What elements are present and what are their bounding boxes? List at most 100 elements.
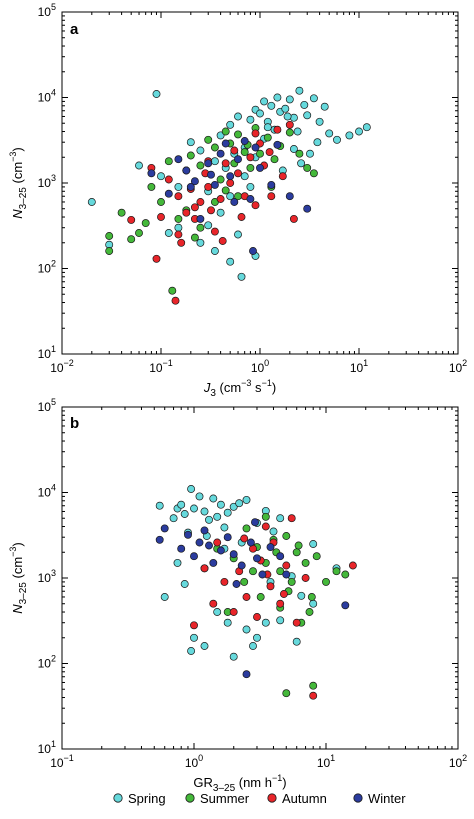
data-point-spring — [281, 104, 290, 113]
data-point-spring — [220, 523, 229, 532]
data-point-summer — [117, 208, 126, 217]
data-point-spring — [256, 109, 264, 118]
data-point-winter — [207, 170, 215, 179]
data-point-winter — [155, 535, 164, 544]
x-axis-label: J3 (cm−3 s−1) — [203, 378, 276, 399]
legend-marker-spring — [113, 793, 123, 803]
x-axis-label: GR3–25 (nm h−1) — [193, 773, 286, 794]
data-point-spring — [269, 527, 278, 536]
data-point-spring — [285, 95, 294, 104]
data-point-autumn — [152, 254, 161, 263]
data-point-autumn — [220, 577, 229, 586]
data-point-summer — [292, 548, 301, 557]
y-tick-label: 103 — [38, 173, 56, 190]
data-point-spring — [160, 593, 169, 601]
data-point-spring — [87, 198, 96, 206]
y-tick-label: 104 — [38, 88, 56, 105]
data-point-winter — [223, 533, 232, 542]
data-point-spring — [155, 501, 164, 510]
data-point-spring — [276, 514, 285, 523]
data-point-summer — [256, 593, 265, 601]
data-point-summer — [240, 148, 249, 157]
data-point-winter — [230, 198, 239, 206]
data-point-spring — [223, 618, 232, 627]
data-point-winter — [216, 149, 225, 158]
data-point-spring — [303, 111, 312, 120]
y-tick-label: 102 — [38, 259, 56, 276]
data-point-spring — [209, 494, 218, 503]
data-point-autumn — [190, 203, 199, 212]
data-point-spring — [196, 238, 205, 247]
data-point-spring — [300, 100, 309, 109]
data-point-autumn — [174, 192, 183, 201]
data-point-summer — [196, 161, 205, 170]
data-point-spring — [234, 112, 242, 121]
data-point-summer — [240, 577, 249, 586]
data-point-summer — [294, 541, 303, 550]
data-point-summer — [234, 130, 242, 139]
data-point-autumn — [182, 208, 191, 217]
data-point-spring — [177, 500, 186, 509]
data-point-summer — [168, 286, 177, 295]
data-point-autumn — [309, 691, 318, 700]
data-point-spring — [355, 127, 363, 136]
series-winter — [155, 518, 350, 679]
data-point-spring — [235, 499, 244, 508]
data-point-autumn — [157, 213, 165, 221]
data-point-summer — [256, 149, 264, 158]
data-point-spring — [273, 93, 282, 102]
data-point-spring — [292, 637, 301, 646]
data-point-winter — [285, 192, 294, 201]
data-point-spring — [229, 652, 238, 661]
data-point-autumn — [204, 182, 213, 191]
data-point-winter — [216, 546, 225, 555]
data-point-autumn — [285, 120, 294, 129]
y-tick-label: 105 — [38, 397, 56, 414]
data-point-spring — [253, 633, 261, 642]
data-point-spring — [223, 508, 232, 517]
data-point-autumn — [190, 621, 198, 630]
data-point-spring — [205, 515, 213, 524]
data-point-winter — [174, 155, 183, 164]
data-point-winter — [249, 247, 257, 255]
data-point-summer — [190, 233, 199, 242]
data-point-autumn — [287, 514, 296, 523]
data-point-spring — [216, 500, 225, 509]
data-point-winter — [221, 139, 230, 148]
data-point-spring — [135, 161, 143, 170]
data-point-summer — [246, 163, 255, 172]
data-point-spring — [293, 127, 302, 136]
data-point-spring — [267, 101, 276, 110]
data-point-spring — [283, 112, 292, 121]
panel-letter: a — [70, 21, 79, 38]
data-point-summer — [174, 214, 183, 223]
data-point-autumn — [282, 561, 291, 570]
data-point-autumn — [265, 148, 274, 157]
data-point-spring — [164, 229, 173, 237]
data-point-winter — [190, 552, 198, 561]
legend-label-autumn: Autumn — [282, 791, 327, 806]
data-point-autumn — [273, 125, 282, 134]
data-point-autumn — [200, 564, 209, 573]
data-point-spring — [196, 146, 205, 155]
data-point-winter — [184, 530, 192, 539]
data-point-winter — [246, 195, 255, 203]
data-point-spring — [320, 102, 329, 111]
data-point-spring — [246, 115, 255, 124]
data-point-summer — [242, 524, 251, 533]
x-tick-label: 10−2 — [50, 358, 74, 375]
data-point-summer — [270, 155, 279, 164]
data-point-summer — [301, 558, 310, 567]
data-point-summer — [341, 570, 350, 579]
data-point-summer — [204, 135, 213, 144]
data-point-winter — [266, 543, 275, 552]
data-point-winter — [267, 180, 276, 189]
data-point-spring — [297, 591, 306, 600]
data-point-winter — [251, 518, 259, 527]
data-point-autumn — [218, 237, 227, 245]
data-point-spring — [152, 90, 161, 98]
data-point-summer — [141, 219, 150, 228]
data-point-spring — [242, 625, 251, 634]
data-point-winter — [210, 180, 219, 189]
data-point-spring — [169, 514, 178, 523]
